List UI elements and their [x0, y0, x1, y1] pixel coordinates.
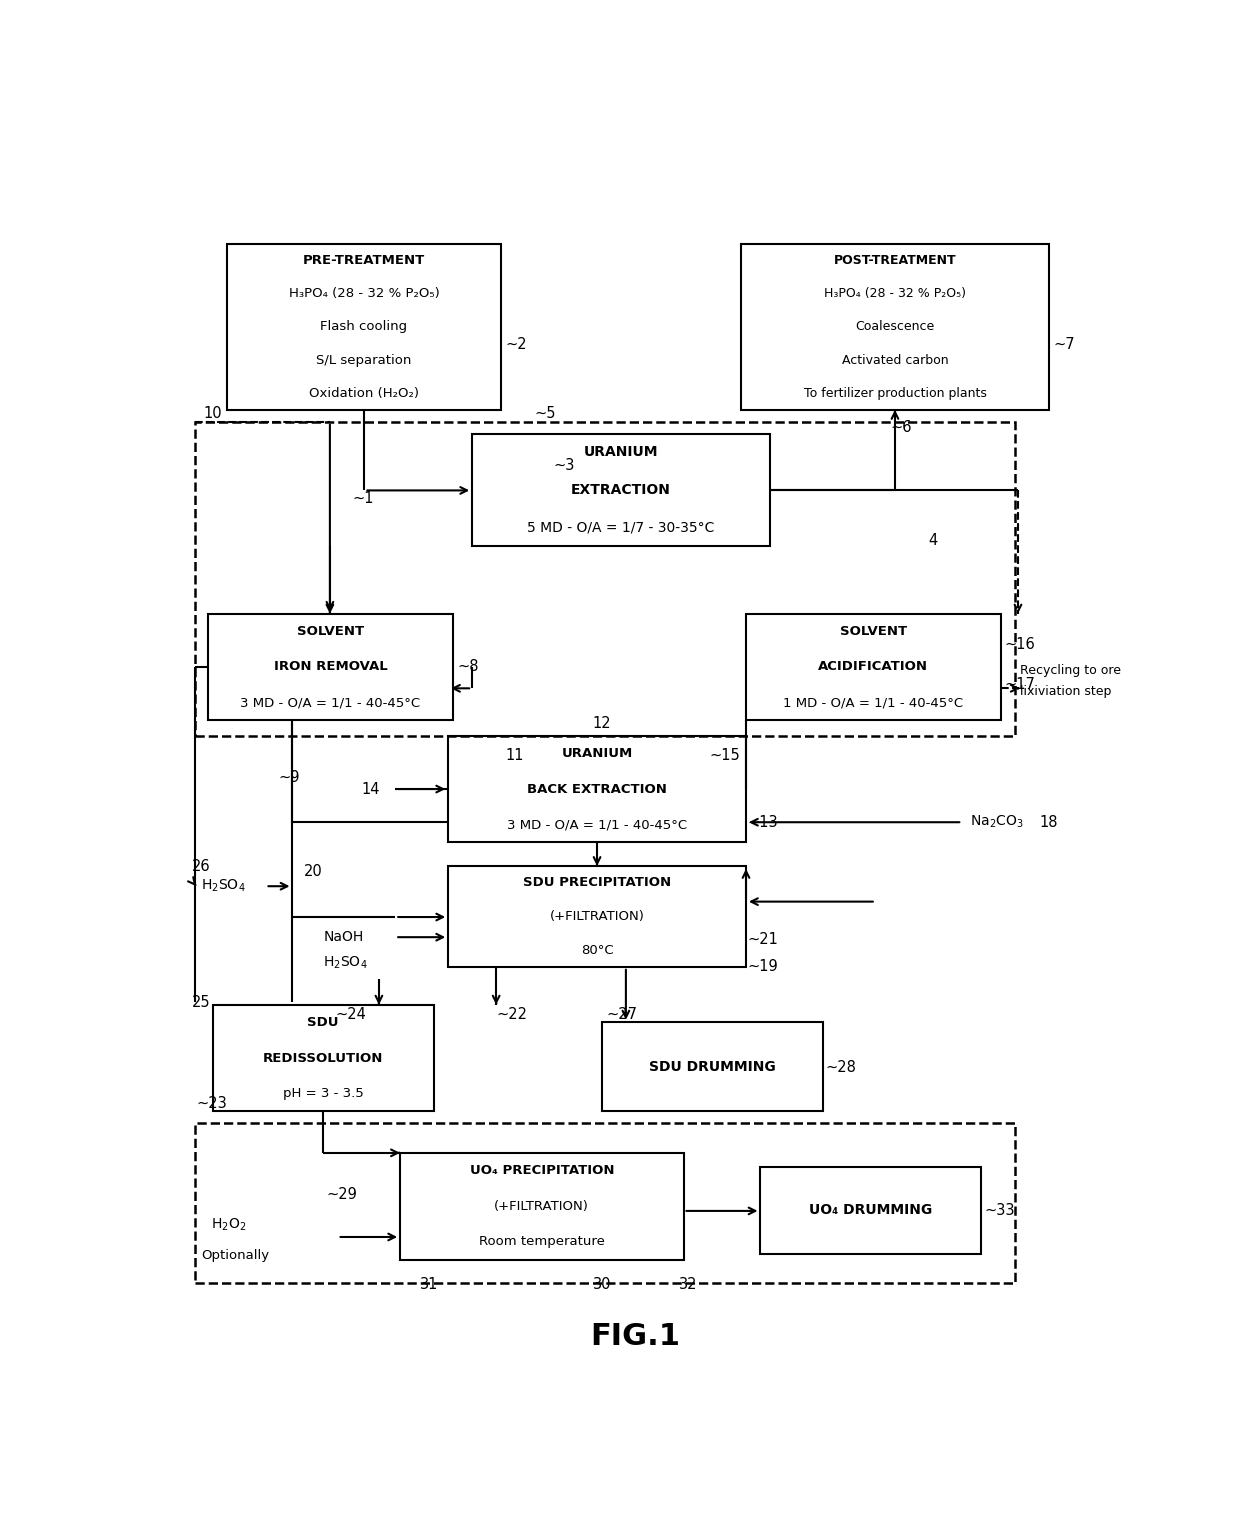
- Text: 25: 25: [191, 994, 210, 1010]
- Text: H$_2$O$_2$: H$_2$O$_2$: [211, 1217, 247, 1233]
- Text: 30: 30: [593, 1277, 611, 1291]
- Bar: [213, 1005, 434, 1111]
- Text: Activated carbon: Activated carbon: [842, 354, 949, 366]
- Text: ∼24: ∼24: [336, 1007, 367, 1022]
- Text: ∼33: ∼33: [985, 1203, 1014, 1219]
- Text: 80°C: 80°C: [580, 943, 614, 957]
- Text: REDISSOLUTION: REDISSOLUTION: [263, 1051, 383, 1065]
- Text: ∼15: ∼15: [709, 748, 740, 763]
- Text: H₃PO₄ (28 - 32 % P₂O₅): H₃PO₄ (28 - 32 % P₂O₅): [289, 288, 439, 300]
- Text: ∼2: ∼2: [506, 337, 527, 352]
- Text: NaOH: NaOH: [324, 930, 363, 943]
- Text: Oxidation (H₂O₂): Oxidation (H₂O₂): [309, 386, 419, 400]
- Text: 4: 4: [929, 532, 937, 548]
- Text: UO₄ PRECIPITATION: UO₄ PRECIPITATION: [470, 1163, 614, 1177]
- Bar: [448, 866, 746, 966]
- Text: 32: 32: [680, 1277, 698, 1291]
- Text: 18: 18: [1039, 814, 1058, 830]
- Text: S/L separation: S/L separation: [316, 354, 412, 366]
- Text: (+FILTRATION): (+FILTRATION): [495, 1200, 589, 1213]
- Text: Flash cooling: Flash cooling: [320, 320, 408, 334]
- Text: 5 MD - O/A = 1/7 - 30-35°C: 5 MD - O/A = 1/7 - 30-35°C: [527, 520, 714, 534]
- Text: SOLVENT: SOLVENT: [839, 625, 906, 639]
- Text: ∼7: ∼7: [1054, 337, 1075, 352]
- Text: SDU PRECIPITATION: SDU PRECIPITATION: [523, 876, 671, 890]
- Text: 10: 10: [203, 406, 222, 420]
- Text: 20: 20: [304, 865, 322, 879]
- Text: ∼8: ∼8: [458, 660, 479, 674]
- Text: 31: 31: [419, 1277, 438, 1291]
- Text: H₃PO₄ (28 - 32 % P₂O₅): H₃PO₄ (28 - 32 % P₂O₅): [823, 288, 966, 300]
- Text: ∼19: ∼19: [748, 959, 779, 974]
- Bar: [227, 243, 501, 409]
- Text: SDU DRUMMING: SDU DRUMMING: [649, 1060, 776, 1074]
- Bar: [196, 1123, 1016, 1284]
- Bar: [760, 1167, 982, 1254]
- Text: lixiviation step: lixiviation step: [1019, 685, 1111, 699]
- Bar: [208, 614, 453, 720]
- Text: 12: 12: [593, 716, 611, 731]
- Text: ∼1: ∼1: [352, 491, 373, 506]
- Text: IRON REMOVAL: IRON REMOVAL: [274, 660, 387, 674]
- Text: Room temperature: Room temperature: [479, 1236, 605, 1248]
- Bar: [742, 243, 1049, 409]
- Text: ACIDIFICATION: ACIDIFICATION: [818, 660, 929, 674]
- Text: ∼23: ∼23: [196, 1096, 227, 1111]
- Text: EXTRACTION: EXTRACTION: [572, 483, 671, 497]
- Text: Coalescence: Coalescence: [856, 320, 935, 334]
- Text: (+FILTRATION): (+FILTRATION): [549, 910, 645, 923]
- Text: FIG.1: FIG.1: [590, 1322, 681, 1351]
- Text: SOLVENT: SOLVENT: [296, 625, 365, 639]
- Text: 3 MD - O/A = 1/1 - 40-45°C: 3 MD - O/A = 1/1 - 40-45°C: [241, 696, 420, 709]
- Text: 11: 11: [506, 748, 525, 763]
- Bar: [448, 736, 746, 842]
- Text: To fertilizer production plants: To fertilizer production plants: [804, 386, 986, 400]
- Text: ∼9: ∼9: [278, 770, 300, 785]
- Text: ∼3: ∼3: [554, 459, 575, 472]
- Text: Na$_2$CO$_3$: Na$_2$CO$_3$: [970, 814, 1024, 831]
- Text: BACK EXTRACTION: BACK EXTRACTION: [527, 782, 667, 796]
- Text: pH = 3 - 3.5: pH = 3 - 3.5: [283, 1087, 363, 1100]
- Text: ∼22: ∼22: [496, 1007, 527, 1022]
- Text: SDU: SDU: [308, 1016, 339, 1030]
- Text: H$_2$SO$_4$: H$_2$SO$_4$: [324, 956, 368, 971]
- Bar: [472, 434, 770, 546]
- Bar: [401, 1153, 683, 1259]
- Text: ∼17: ∼17: [1004, 677, 1035, 693]
- Bar: [601, 1022, 823, 1111]
- Text: ∼28: ∼28: [826, 1060, 857, 1076]
- Text: UO₄ DRUMMING: UO₄ DRUMMING: [810, 1203, 932, 1217]
- Text: 1 MD - O/A = 1/1 - 40-45°C: 1 MD - O/A = 1/1 - 40-45°C: [784, 696, 963, 709]
- Text: 14: 14: [362, 782, 381, 797]
- Text: 26: 26: [191, 859, 210, 874]
- Text: Optionally: Optionally: [201, 1250, 269, 1262]
- Text: POST-TREATMENT: POST-TREATMENT: [833, 254, 956, 268]
- Text: URANIUM: URANIUM: [562, 746, 632, 760]
- Bar: [196, 422, 1016, 736]
- Text: ∼16: ∼16: [1004, 637, 1035, 653]
- Text: ∼21: ∼21: [748, 933, 779, 946]
- Text: 3 MD - O/A = 1/1 - 40-45°C: 3 MD - O/A = 1/1 - 40-45°C: [507, 819, 687, 831]
- Text: ∼29: ∼29: [326, 1187, 357, 1202]
- Text: URANIUM: URANIUM: [584, 445, 658, 459]
- Text: ∼27: ∼27: [606, 1007, 637, 1022]
- Text: Recycling to ore: Recycling to ore: [1019, 663, 1121, 677]
- Text: PRE-TREATMENT: PRE-TREATMENT: [303, 254, 425, 268]
- Text: H$_2$SO$_4$: H$_2$SO$_4$: [201, 879, 246, 894]
- Text: ∼5: ∼5: [534, 406, 556, 420]
- Text: ∼13: ∼13: [748, 814, 779, 830]
- Text: ∼6: ∼6: [890, 420, 911, 436]
- Bar: [746, 614, 1001, 720]
